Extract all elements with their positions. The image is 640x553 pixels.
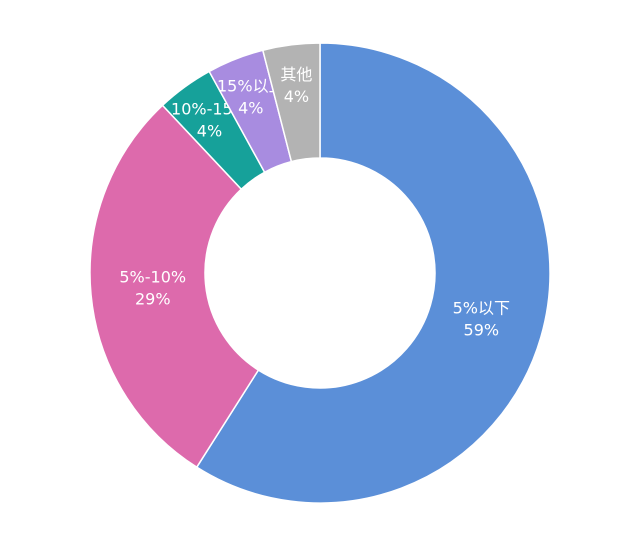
slice-value-label: 29% xyxy=(135,289,171,308)
slice-value-label: 59% xyxy=(464,320,500,339)
donut-slice xyxy=(261,42,321,163)
slice-label: 5%-10% xyxy=(119,267,186,286)
donut-slice xyxy=(89,104,260,469)
slice-value-label: 4% xyxy=(238,99,263,118)
slice-label: 5%以下 xyxy=(453,298,510,317)
slice-value-label: 4% xyxy=(284,87,309,106)
slice-value-label: 4% xyxy=(197,121,222,140)
donut-slice xyxy=(195,42,551,504)
slice-label: 15%以上 xyxy=(217,77,285,96)
slice-label: 其他 xyxy=(280,65,312,84)
